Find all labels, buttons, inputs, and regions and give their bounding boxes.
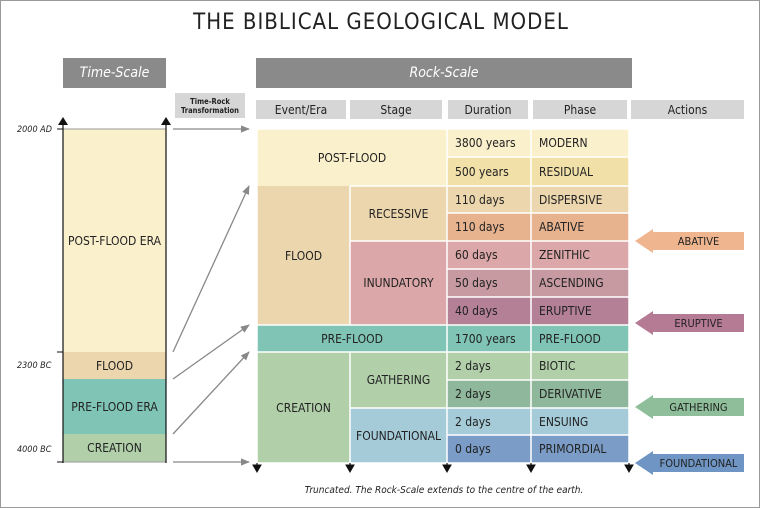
event-flood: FLOOD — [257, 186, 350, 325]
duration-row-9: 2 days — [447, 352, 531, 380]
stage-gathering: GATHERING — [350, 352, 447, 408]
date-4000-bc: 4000 BC — [17, 445, 52, 455]
action-label-eruptive: ERUPTIVE — [674, 316, 723, 330]
action-label-gathering: GATHERING — [669, 400, 728, 414]
action-arrow-eruptive — [635, 311, 744, 335]
event-creation: CREATION — [257, 352, 350, 463]
action-label-foundational: FOUNDATIONAL — [659, 456, 738, 470]
era-pre-flood: PRE-FLOOD ERA — [63, 379, 166, 434]
column-header-stage: Stage — [350, 100, 442, 119]
duration-row-2: 500 years — [447, 157, 531, 186]
phase-row-4: ABATIVE — [531, 213, 629, 241]
time-scale-header: Time-Scale — [63, 58, 166, 88]
diagram-title: THE BIBLICAL GEOLOGICAL MODEL — [193, 10, 569, 35]
stage-recessive: RECESSIVE — [350, 186, 447, 241]
column-header-phase: Phase — [533, 100, 627, 119]
event-post-flood: POST-FLOOD — [257, 129, 447, 186]
phase-row-8: PRE-FLOOD — [531, 325, 629, 352]
phase-row-12: PRIMORDIAL — [531, 435, 629, 463]
rock-scale-header: Rock-Scale — [256, 58, 632, 88]
era-post-flood: POST-FLOOD ERA — [63, 129, 166, 352]
duration-row-10: 2 days — [447, 380, 531, 408]
phase-row-5: ZENITHIC — [531, 241, 629, 269]
date-2300-bc: 2300 BC — [17, 361, 52, 371]
duration-row-6: 50 days — [447, 269, 531, 297]
transformation-header: Time-Rock Transformation — [175, 93, 245, 118]
phase-row-3: DISPERSIVE — [531, 186, 629, 213]
duration-row-12: 0 days — [447, 435, 531, 463]
action-arrow-abative — [635, 229, 744, 253]
era-flood: FLOOD — [63, 352, 166, 379]
era-creation: CREATION — [63, 434, 166, 462]
duration-row-3: 110 days — [447, 186, 531, 213]
column-header-duration: Duration — [448, 100, 528, 119]
phase-row-10: DERIVATIVE — [531, 380, 629, 408]
stage-inundatory: INUNDATORY — [350, 241, 447, 325]
phase-row-9: BIOTIC — [531, 352, 629, 380]
phase-row-2: RESIDUAL — [531, 157, 629, 186]
date-2000-ad: 2000 AD — [17, 125, 52, 135]
action-label-abative: ABATIVE — [677, 234, 720, 248]
phase-row-11: ENSUING — [531, 408, 629, 435]
column-header-actions: Actions — [631, 100, 744, 119]
phase-row-6: ASCENDING — [531, 269, 629, 297]
duration-row-7: 40 days — [447, 297, 531, 325]
phase-row-7: ERUPTIVE — [531, 297, 629, 325]
stage-foundational: FOUNDATIONAL — [350, 408, 447, 463]
column-header-event-era: Event/Era — [256, 100, 346, 119]
action-arrow-gathering — [635, 395, 744, 419]
duration-row-11: 2 days — [447, 408, 531, 435]
duration-row-4: 110 days — [447, 213, 531, 241]
duration-row-8: 1700 years — [447, 325, 531, 352]
phase-row-1: MODERN — [531, 129, 629, 157]
duration-row-1: 3800 years — [447, 129, 531, 157]
action-arrow-foundational — [635, 451, 744, 475]
duration-row-5: 60 days — [447, 241, 531, 269]
footnote: Truncated. The Rock-Scale extends to the… — [304, 485, 584, 496]
event-pre-flood: PRE-FLOOD — [257, 325, 447, 352]
